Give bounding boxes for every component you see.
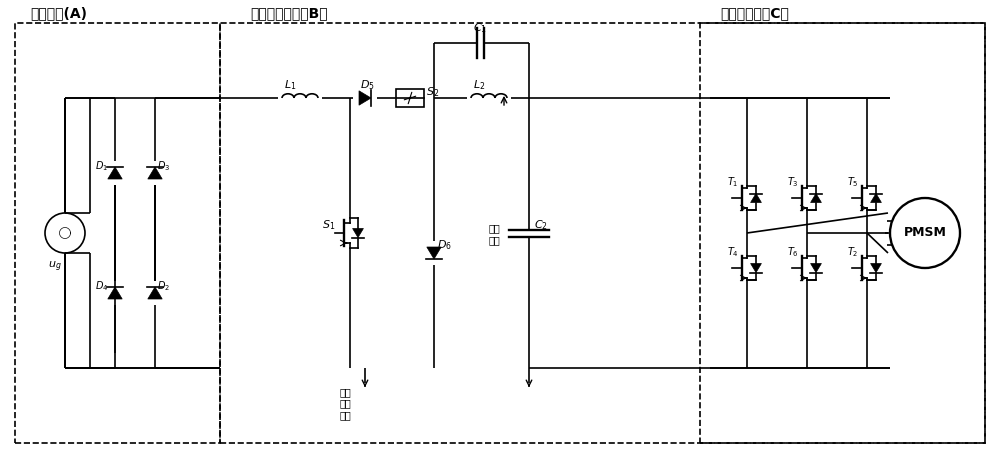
- Bar: [220, 23, 985, 443]
- Polygon shape: [751, 193, 761, 203]
- Bar: [700, 23, 985, 443]
- Text: $T_6$: $T_6$: [787, 245, 799, 259]
- Polygon shape: [871, 193, 881, 203]
- Text: $C_2$: $C_2$: [534, 218, 548, 232]
- Polygon shape: [871, 263, 881, 272]
- Text: $C_1$: $C_1$: [473, 21, 487, 35]
- Text: $T_1$: $T_1$: [727, 175, 739, 189]
- Polygon shape: [811, 193, 821, 203]
- Text: $D_5$: $D_5$: [360, 78, 375, 92]
- Text: $D_6$: $D_6$: [437, 238, 452, 252]
- Polygon shape: [108, 167, 122, 179]
- Text: 整流电路(A): 整流电路(A): [30, 6, 87, 20]
- Polygon shape: [359, 91, 371, 105]
- Polygon shape: [751, 263, 761, 272]
- Text: $S_1$: $S_1$: [322, 218, 335, 232]
- Polygon shape: [148, 167, 162, 179]
- Text: $T_2$: $T_2$: [847, 245, 859, 259]
- Text: 虚拟
直流
母线: 虚拟 直流 母线: [339, 387, 351, 420]
- Polygon shape: [811, 263, 821, 272]
- Text: $D_1$: $D_1$: [95, 159, 108, 173]
- Text: $L_2$: $L_2$: [473, 78, 485, 92]
- Text: $L_1$: $L_1$: [284, 78, 296, 92]
- Text: $S_2$: $S_2$: [426, 85, 439, 99]
- Text: $T_5$: $T_5$: [847, 175, 859, 189]
- Text: 直流
母线: 直流 母线: [488, 223, 500, 245]
- Text: PMSM: PMSM: [904, 227, 946, 240]
- Polygon shape: [108, 287, 122, 299]
- Text: $u_g$: $u_g$: [48, 259, 62, 274]
- Bar: [396, 89, 424, 107]
- Polygon shape: [353, 228, 363, 237]
- Text: 三相逆变器（C）: 三相逆变器（C）: [720, 6, 789, 20]
- Polygon shape: [427, 247, 441, 259]
- Text: $T_4$: $T_4$: [727, 245, 739, 259]
- Polygon shape: [148, 287, 162, 299]
- Text: 功率解耦电路（B）: 功率解耦电路（B）: [250, 6, 328, 20]
- Text: $D_4$: $D_4$: [95, 279, 108, 293]
- Text: $D_3$: $D_3$: [157, 159, 170, 173]
- Text: $D_2$: $D_2$: [157, 279, 170, 293]
- Bar: [15, 23, 220, 443]
- Text: $T_3$: $T_3$: [787, 175, 799, 189]
